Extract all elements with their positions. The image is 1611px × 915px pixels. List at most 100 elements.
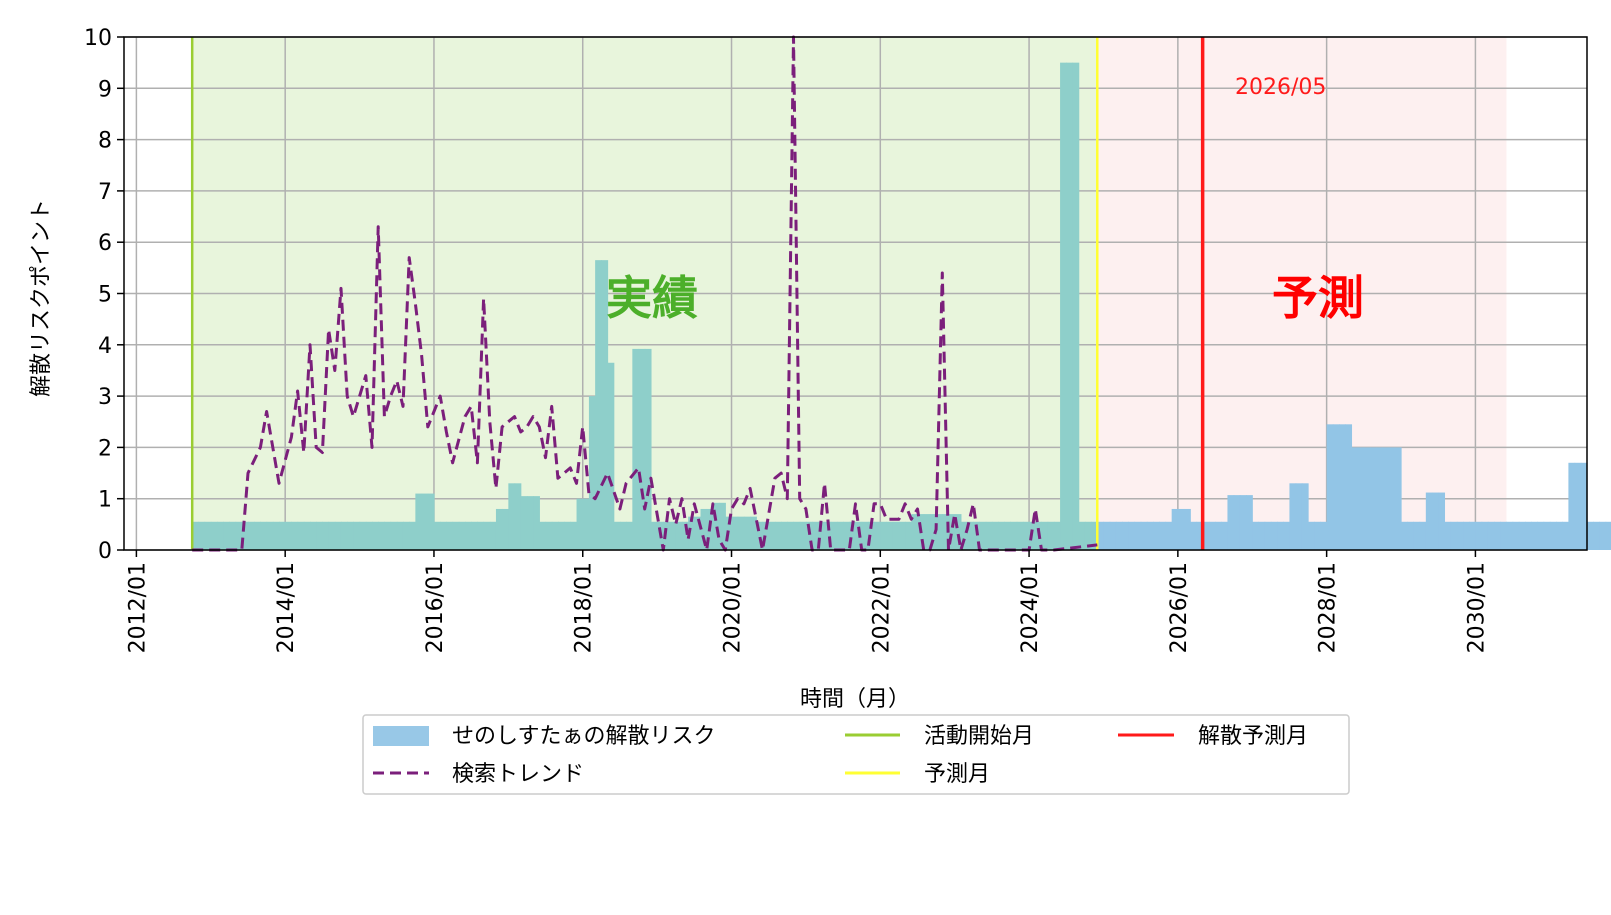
- risk-bar: [359, 521, 367, 550]
- risk-bar: [756, 521, 764, 550]
- risk-bar: [1165, 521, 1173, 550]
- risk-bar: [694, 516, 702, 550]
- risk-bar: [564, 521, 571, 550]
- risk-bar: [1525, 521, 1532, 550]
- risk-bar: [1388, 447, 1396, 550]
- x-tick-label: 2028/01: [1316, 562, 1341, 653]
- risk-bar: [892, 521, 900, 550]
- risk-bar: [1438, 492, 1446, 550]
- risk-bar: [960, 521, 968, 550]
- risk-bar: [607, 362, 615, 550]
- risk-bar: [824, 521, 832, 550]
- risk-bar: [942, 514, 950, 550]
- risk-bar: [1357, 447, 1365, 550]
- risk-bar: [570, 521, 578, 550]
- risk-bar: [632, 348, 640, 550]
- risk-bar: [719, 502, 726, 550]
- risk-bar: [1215, 521, 1222, 550]
- risk-bar: [681, 521, 689, 550]
- risk-bar: [954, 514, 962, 550]
- y-tick-label: 9: [98, 77, 112, 102]
- risk-bar: [737, 516, 745, 550]
- search-trend-line: [192, 35, 1098, 552]
- risk-bar: [216, 521, 224, 550]
- legend-label-risk: せのしすたぁの解散リスク: [452, 724, 716, 749]
- risk-bar: [1512, 521, 1520, 550]
- risk-bar: [297, 521, 305, 550]
- risk-bar: [353, 521, 361, 550]
- risk-bar: [1153, 521, 1160, 550]
- risk-bar: [371, 521, 379, 550]
- risk-bar: [229, 521, 237, 550]
- risk-bar: [396, 521, 404, 550]
- risk-bar: [948, 514, 956, 550]
- risk-bar: [1233, 495, 1241, 550]
- risk-bar: [1463, 521, 1470, 550]
- legend-swatch-risk: [373, 726, 429, 746]
- risk-bar: [1376, 447, 1384, 550]
- risk-bar: [601, 260, 609, 550]
- risk-bar: [905, 521, 912, 550]
- risk-bar: [1128, 521, 1136, 550]
- risk-bar: [1140, 521, 1148, 550]
- risk-bar: [1072, 62, 1080, 551]
- x-tick-label: 2018/01: [572, 562, 597, 653]
- risk-bar: [1363, 447, 1371, 550]
- risk-bar: [260, 521, 268, 550]
- risk-bar: [415, 493, 423, 550]
- risk-bar: [477, 521, 485, 550]
- risk-bar: [1177, 508, 1185, 550]
- risk-bar: [799, 521, 807, 550]
- risk-bar: [898, 521, 906, 550]
- risk-bar: [520, 496, 528, 550]
- risk-bar: [464, 521, 472, 550]
- search-trend: [192, 35, 1098, 552]
- risk-bar: [285, 521, 292, 550]
- risk-bar: [923, 514, 931, 550]
- risk-bar: [874, 521, 881, 550]
- y-axis-ticks: 0 1 2 3 4 5 6 7 8 9 10: [84, 26, 124, 564]
- risk-bar: [1556, 521, 1563, 550]
- y-tick-label: 3: [98, 385, 112, 410]
- actual-region-label: 実績: [606, 271, 698, 325]
- risk-bar: [365, 521, 373, 550]
- risk-bar: [849, 521, 857, 550]
- risk-bars: [192, 62, 1611, 551]
- risk-bar: [638, 348, 646, 550]
- risk-bar: [1370, 447, 1377, 550]
- risk-bar: [1401, 521, 1408, 550]
- region-labels: 実績 予測 2026/05: [606, 75, 1364, 325]
- legend-label-forecast-month: 予測月: [924, 762, 990, 787]
- risk-bar: [322, 521, 330, 550]
- risk-bar: [1456, 521, 1464, 550]
- risk-bar: [663, 521, 671, 550]
- risk-bar: [452, 521, 460, 550]
- risk-bar: [1339, 424, 1346, 550]
- risk-bar: [805, 521, 813, 550]
- risk-bar: [613, 521, 621, 550]
- risk-bar: [626, 521, 633, 550]
- risk-bar: [1115, 521, 1123, 550]
- risk-bar: [390, 521, 398, 550]
- risk-bar: [1444, 521, 1452, 550]
- risk-bar: [1060, 62, 1067, 551]
- risk-bar: [421, 493, 429, 550]
- risk-bar: [1562, 521, 1570, 550]
- risk-bar: [409, 521, 416, 550]
- risk-bar: [446, 521, 454, 550]
- risk-bar: [669, 521, 677, 550]
- risk-bar: [812, 521, 819, 550]
- risk-bar: [1097, 521, 1105, 550]
- risk-bar: [309, 521, 317, 550]
- risk-bar: [198, 521, 206, 550]
- risk-bar: [1047, 521, 1055, 550]
- risk-bar: [929, 514, 937, 550]
- risk-bar: [1599, 521, 1607, 550]
- risk-bar: [1016, 521, 1024, 550]
- risk-bar: [340, 521, 348, 550]
- risk-bar: [787, 521, 795, 550]
- risk-bar: [1134, 521, 1142, 550]
- risk-bar: [440, 521, 447, 550]
- risk-bar: [1246, 495, 1253, 550]
- risk-bar: [433, 521, 441, 550]
